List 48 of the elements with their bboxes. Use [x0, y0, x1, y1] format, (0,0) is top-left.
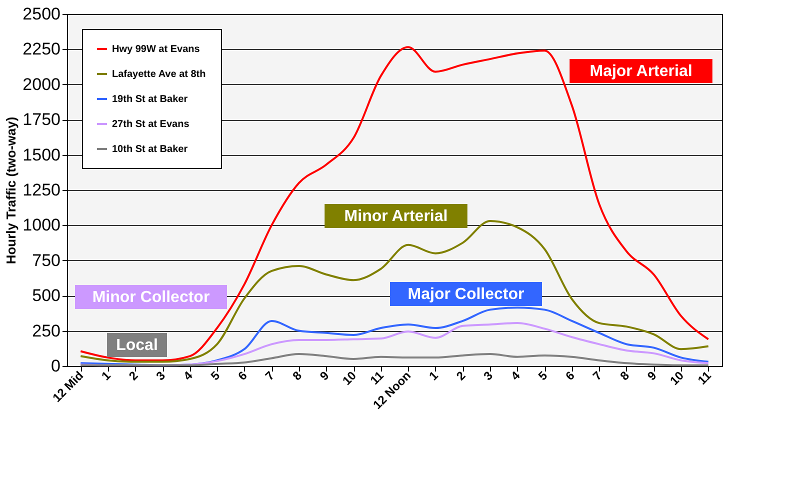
y-tick-label: 2250: [22, 40, 60, 59]
x-tick-label: 8: [617, 368, 632, 384]
x-tick-label: 6: [235, 368, 250, 384]
x-tick-label: 11: [694, 368, 714, 388]
x-tick-label: 3: [153, 368, 168, 384]
legend-label: 19th St at Baker: [112, 94, 188, 105]
y-tick-label: 250: [32, 321, 60, 340]
y-axis-title: Hourly Traffic (two-way): [4, 116, 19, 264]
legend-label: Hwy 99W at Evans: [112, 44, 200, 55]
x-tick-label: 4: [508, 368, 523, 384]
line-series: [80, 46, 710, 362]
y-tick-label: 2500: [22, 4, 60, 24]
line-series: [80, 220, 710, 363]
legend-label: 27th St at Evans: [112, 119, 190, 130]
y-tick-label: 1500: [22, 145, 60, 164]
x-tick-label: 5: [535, 368, 550, 384]
x-tick-label: 9: [644, 368, 660, 384]
x-tick-label: 2: [454, 368, 468, 384]
x-tick-label: 4: [180, 368, 196, 384]
legend-label: Lafayette Ave at 8th: [112, 69, 206, 80]
x-tick-label: 2: [126, 368, 141, 384]
annotation: Minor Collector: [92, 289, 210, 306]
x-tick-label: 10: [340, 368, 360, 388]
annotation: Major Arterial: [590, 63, 692, 80]
y-tick-label: 750: [32, 250, 60, 270]
x-tick-label: 1: [98, 368, 114, 384]
annotation: Local: [116, 337, 158, 354]
x-tick-label: 11: [367, 368, 387, 388]
y-tick-label: 1250: [22, 180, 60, 200]
x-tick-label: 5: [208, 368, 223, 384]
x-tick-label: 6: [562, 368, 578, 384]
legend-label: 10th St at Baker: [112, 144, 188, 155]
line-series: [80, 353, 710, 366]
y-tick-label: 1000: [22, 216, 60, 235]
x-tick-label: 1: [426, 368, 442, 384]
annotation: Minor Arterial: [344, 208, 448, 225]
y-tick-label: 2000: [22, 74, 60, 94]
y-tick-label: 0: [51, 356, 60, 376]
annotation: Major Collector: [408, 286, 524, 303]
y-tick-label: 500: [32, 286, 60, 306]
x-tick-label: 7: [262, 368, 278, 384]
x-tick-label: 8: [290, 368, 305, 384]
x-tick-label: 3: [480, 368, 496, 384]
line-series: [80, 322, 710, 366]
x-tick-label: 7: [590, 368, 605, 384]
y-tick-label: 1750: [22, 110, 60, 130]
x-tick-label: 10: [667, 368, 687, 388]
x-tick-label: 9: [317, 368, 332, 384]
